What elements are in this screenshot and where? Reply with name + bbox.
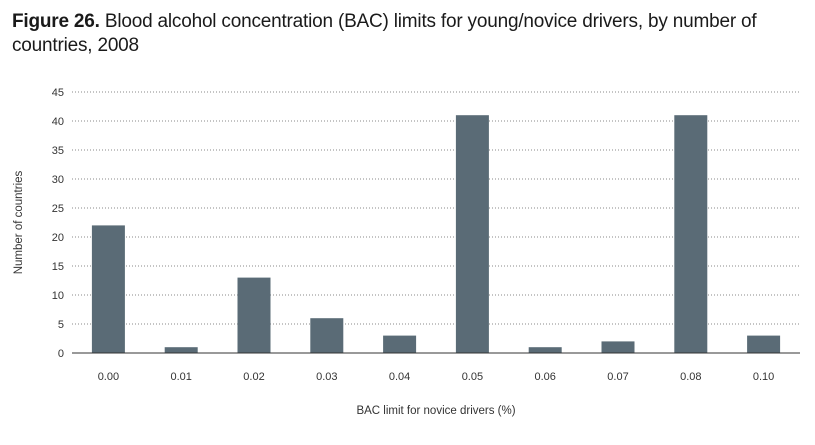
y-axis-ticks: 0 5 10 15 20 25 30 35 40 45: [52, 87, 64, 360]
x-tick-label: 0.04: [389, 371, 410, 383]
bar-0.00: [91, 225, 125, 353]
bar-0.03: [310, 318, 344, 353]
x-axis-ticks: 0.00 0.01 0.02 0.03 0.04 0.05 0.06 0.07 0.08 0.10: [98, 371, 775, 383]
figure-label: Figure 26.: [12, 11, 100, 32]
x-tick-label: 0.01: [170, 371, 191, 383]
bar-0.06: [528, 347, 562, 353]
y-tick-label: 30: [52, 174, 64, 186]
y-tick-label: 40: [52, 116, 64, 128]
bar-0.10: [747, 335, 781, 353]
x-tick-label: 0.06: [534, 371, 555, 383]
bars: [91, 115, 781, 353]
x-tick-label: 0.03: [316, 371, 337, 383]
bar-0.07: [601, 341, 635, 353]
y-tick-label: 0: [58, 348, 64, 360]
bar-0.04: [383, 335, 417, 353]
bar-0.01: [164, 347, 198, 353]
bar-0.05: [455, 115, 489, 353]
x-tick-label: 0.08: [680, 371, 701, 383]
y-tick-label: 25: [52, 203, 64, 215]
x-tick-label: 0.07: [607, 371, 628, 383]
bar-0.02: [237, 277, 271, 353]
x-tick-label: 0.02: [243, 371, 264, 383]
y-axis-title: Number of countries: [13, 170, 25, 274]
y-tick-label: 20: [52, 232, 64, 244]
figure-title: Blood alcohol concentration (BAC) limits…: [12, 11, 757, 56]
chart-title: Figure 26. Blood alcohol concentration (…: [12, 10, 802, 58]
x-tick-label: 0.00: [98, 371, 119, 383]
y-tick-label: 15: [52, 261, 64, 273]
y-tick-label: 35: [52, 145, 64, 157]
x-tick-label: 0.05: [462, 371, 483, 383]
x-tick-label: 0.10: [753, 371, 774, 383]
y-tick-label: 5: [58, 319, 64, 331]
x-axis-title: BAC limit for novice drivers (%): [356, 405, 515, 417]
y-tick-label: 10: [52, 290, 64, 302]
bar-0.08: [674, 115, 708, 353]
y-tick-label: 45: [52, 87, 64, 99]
